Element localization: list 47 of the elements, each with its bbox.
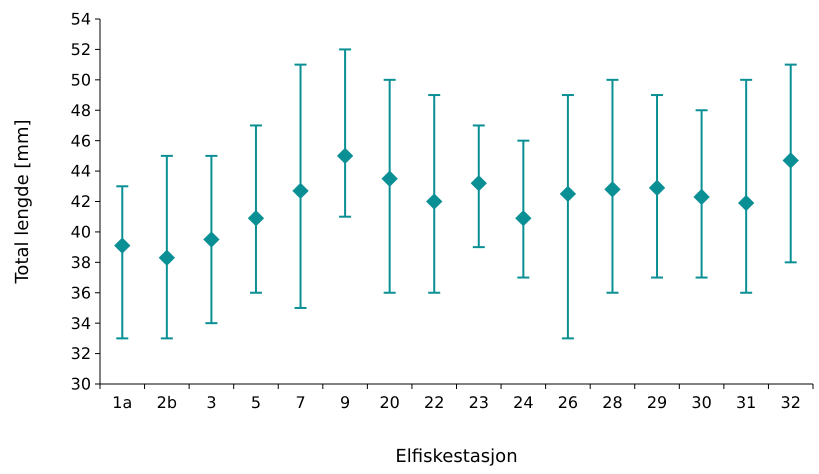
point (470, 175, 487, 192)
y-tick-label: 48 (70, 100, 91, 120)
point (738, 194, 754, 212)
x-tick-label: 3 (206, 393, 216, 412)
x-tick-label: 30 (691, 393, 712, 412)
x-tick-label: 23 (468, 393, 489, 412)
point (292, 182, 309, 200)
x-tick-label: 26 (558, 393, 578, 412)
x-tick-label: 24 (513, 393, 534, 412)
point (560, 186, 576, 202)
point (515, 210, 532, 226)
point (248, 210, 264, 226)
y-tick-label: 40 (70, 222, 91, 242)
x-tick-label: 5 (250, 393, 262, 412)
x-tick-label: 32 (780, 393, 801, 412)
x-tick-label: 22 (424, 393, 444, 412)
x-tick-label: 20 (379, 393, 400, 412)
y-tick-label: 38 (70, 252, 91, 272)
x-tick-label: 28 (602, 393, 623, 412)
y-tick-label: 42 (70, 192, 91, 212)
y-tick-label: 32 (70, 344, 91, 364)
point (158, 250, 176, 266)
y-tick-label: 36 (70, 283, 91, 302)
x-axis-title: Elfiskestasjon (395, 446, 518, 467)
y-tick-label: 50 (70, 70, 91, 90)
point (336, 148, 354, 164)
point (381, 170, 398, 187)
x-tick-label: 7 (295, 393, 306, 412)
x-tick-label: 29 (646, 393, 668, 412)
point (782, 152, 799, 169)
x-tick-label: 31 (736, 393, 756, 412)
y-tick-label: 46 (70, 131, 91, 150)
y-axis-title: Total lengde [mm] (12, 119, 33, 285)
point (648, 180, 666, 196)
x-tick-label: 2b (156, 393, 178, 412)
y-tick-label: 44 (70, 162, 91, 181)
y-tick-label: 30 (70, 374, 91, 394)
point (114, 237, 130, 254)
x-tick-label: 9 (340, 393, 350, 412)
y-tick-label: 54 (70, 10, 91, 29)
y-tick-label: 52 (70, 40, 91, 60)
point (604, 181, 621, 198)
point (203, 231, 220, 248)
x-tick-label: 1a (112, 393, 132, 412)
point (426, 193, 442, 210)
point (693, 188, 710, 206)
y-tick-label: 34 (70, 314, 91, 333)
